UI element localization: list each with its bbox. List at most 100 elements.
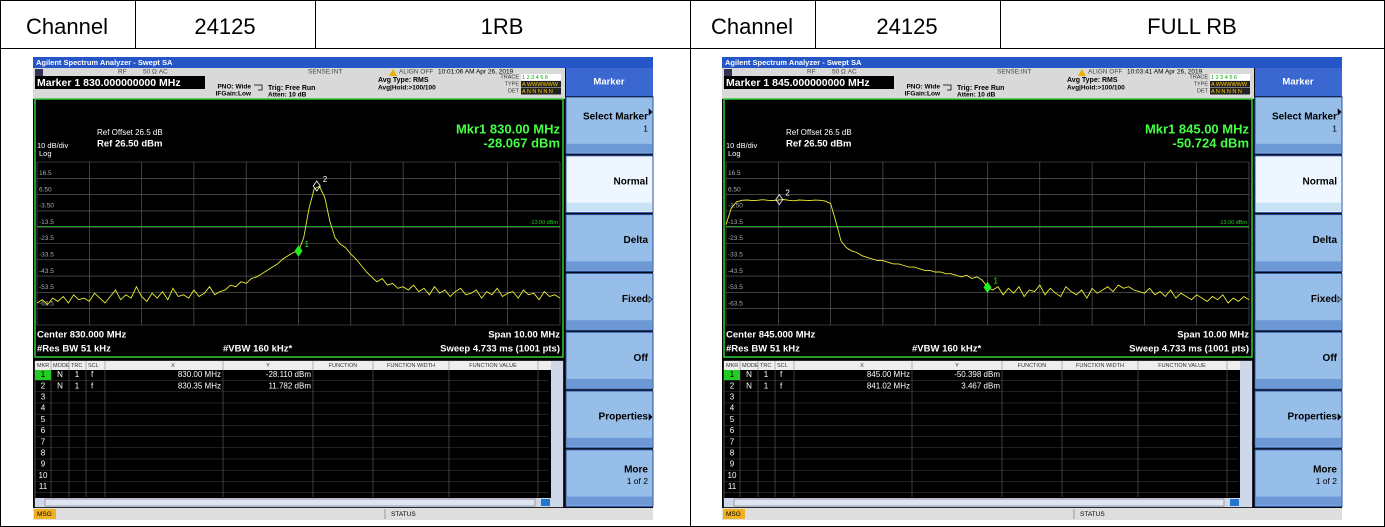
h-scroll-thumb <box>733 498 1225 507</box>
table-header-bg <box>724 361 1240 370</box>
softkey-label: More <box>624 464 648 475</box>
marker-diamond <box>775 193 784 206</box>
table-cell: 11 <box>728 482 737 491</box>
softkey-label: Select Marker <box>1272 112 1337 123</box>
table-cell: 6 <box>41 426 46 435</box>
marker-diamond <box>983 281 992 294</box>
y-label: -53.5 <box>39 284 54 291</box>
warning-icon <box>1078 69 1086 76</box>
table-cell: 9 <box>730 460 735 469</box>
table-cell: 8 <box>41 449 46 458</box>
title-bar <box>722 57 1342 68</box>
table-cell: -28.110 dBm <box>266 370 312 379</box>
marker-box <box>35 76 205 89</box>
table-cell: 10 <box>39 471 48 480</box>
table-cell: N <box>746 381 752 390</box>
softkey-title: Marker <box>593 77 624 88</box>
table-cell: 3.467 dBm <box>961 381 1000 390</box>
softkey-label: Normal <box>614 176 649 187</box>
table-cell: 1 <box>75 381 80 390</box>
marker-box <box>724 76 894 89</box>
mkr-amp: -28.067 dBm <box>483 135 560 150</box>
softkey-label: Fixed <box>1311 294 1337 305</box>
y-label: -23.5 <box>39 235 54 242</box>
status-imp: 50 Ω AC <box>143 69 168 76</box>
table-cell: 6 <box>730 426 735 435</box>
window-title: Agilent Spectrum Analyzer - Swept SA <box>36 58 173 67</box>
avg-type: Avg Type: RMS <box>1067 77 1118 84</box>
table-cell: 830.35 MHz <box>178 381 221 390</box>
y-label: -3.50 <box>39 203 54 210</box>
span: Span 10.00 MHz <box>488 330 560 341</box>
table-header: X <box>860 363 864 369</box>
softkey-shade <box>567 320 652 330</box>
header-cell: 24125 <box>194 14 255 39</box>
softkey-shade <box>1256 143 1341 153</box>
header-cell: FULL RB <box>1147 14 1237 39</box>
table-header: FUNCTION WIDTH <box>387 363 435 369</box>
table-cell: f <box>91 381 94 390</box>
v-scrollbar <box>1240 361 1252 507</box>
icon-xi <box>724 69 732 76</box>
table-header: MKR <box>726 363 738 369</box>
table-cell: 1 <box>75 370 80 379</box>
table-cell: 845.00 MHz <box>867 370 910 379</box>
softkey-title: Marker <box>1282 77 1313 88</box>
pno: PNO: Wide <box>217 84 251 91</box>
avg-type: Avg Type: RMS <box>378 77 429 84</box>
softkey-shade <box>567 496 652 506</box>
softkey-shade <box>1256 437 1341 447</box>
title-bar <box>33 57 653 68</box>
table-cell: f <box>780 381 783 390</box>
softkey-shade <box>1256 202 1341 212</box>
trace-value: A WWWWWW <box>1211 82 1248 88</box>
center: Center 845.000 MHz <box>726 330 815 341</box>
scale: 10 dB/div <box>37 141 69 150</box>
table-header: SCL <box>88 363 99 369</box>
status-imp: 50 Ω AC <box>832 69 857 76</box>
v-scrollbar <box>551 361 563 507</box>
table-header: TRC <box>760 363 771 369</box>
softkey-label: Properties <box>1288 412 1338 423</box>
table-cell: N <box>746 370 752 379</box>
table-cell: 5 <box>730 415 735 424</box>
trace-value: 1 2 3 4 5 6 <box>1211 75 1237 81</box>
log: Log <box>728 149 741 158</box>
header-cell: Channel <box>26 14 108 39</box>
h-scroll-thumb <box>44 498 536 507</box>
atten: Atten: 10 dB <box>268 92 307 99</box>
avg-hold: Avg|Hold:>100/100 <box>1067 85 1125 92</box>
y-label: -23.5 <box>728 235 743 242</box>
scroll-button <box>541 499 550 506</box>
status-rf: RF <box>807 69 816 76</box>
scroll-button <box>1230 499 1239 506</box>
softkey-arrow <box>648 295 653 304</box>
table-cell: 841.02 MHz <box>867 381 910 390</box>
marker-label: 2 <box>323 175 328 184</box>
trace-box <box>521 74 561 81</box>
mkr-amp: -50.724 dBm <box>1172 135 1249 150</box>
softkey-shade <box>567 261 652 271</box>
table-cell: 11.782 dBm <box>268 381 311 390</box>
avg-hold: Avg|Hold:>100/100 <box>378 85 436 92</box>
table-bg <box>723 360 1253 508</box>
softkey-shade <box>1256 496 1341 506</box>
softkey-label: Properties <box>599 412 649 423</box>
softkey-shade <box>1256 261 1341 271</box>
table-header: FUNCTION <box>329 363 357 369</box>
table-header: FUNCTION VALUE <box>1158 363 1206 369</box>
rbw: #Res BW 51 kHz <box>726 344 800 355</box>
status-time: 10:01:06 AM Apr 26, 2019 <box>438 69 514 76</box>
trace-box <box>1210 74 1250 81</box>
header-cell: Channel <box>711 14 793 39</box>
table-cell: 3 <box>730 393 735 402</box>
softkey-label: More <box>1313 464 1337 475</box>
y-label: -53.5 <box>728 284 743 291</box>
status-align: ALIGN OFF <box>399 69 433 76</box>
softkey-shade <box>1256 320 1341 330</box>
trig: Trig: Free Run <box>957 85 1004 92</box>
table-header: MKR <box>37 363 49 369</box>
status-rf: RF <box>118 69 127 76</box>
sweep: Sweep 4.733 ms (1001 pts) <box>440 344 560 355</box>
